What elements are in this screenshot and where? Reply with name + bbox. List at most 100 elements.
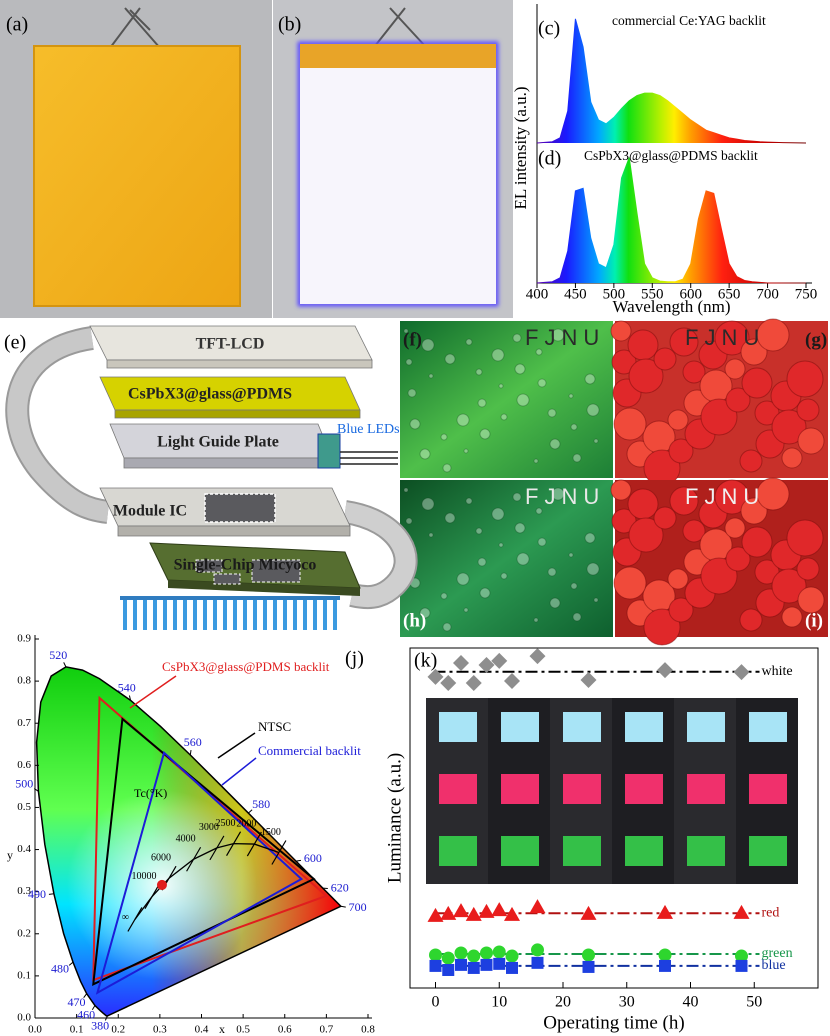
spectrum-fill [537, 19, 806, 143]
photo-caption: FJNU [685, 484, 765, 509]
panel-label: (a) [6, 14, 28, 36]
y-axis-label: EL intensity (a.u.) [511, 86, 530, 209]
x-tick-label: 0 [432, 994, 440, 1011]
white-point [157, 880, 167, 890]
x-tick-label: 50 [746, 994, 762, 1011]
inset-screen [749, 712, 787, 742]
orange-strip [300, 44, 496, 68]
series-label: blue [762, 958, 786, 973]
wavelength-label: 560 [184, 735, 202, 749]
layer-label: TFT-LCD [196, 336, 265, 353]
marker [467, 950, 480, 963]
wavelength-label: 620 [331, 881, 349, 895]
droplet [420, 449, 430, 459]
x-tick-label: 0.8 [361, 1024, 375, 1036]
droplet [443, 464, 451, 472]
marker [453, 903, 469, 917]
chip [205, 494, 275, 522]
marker [506, 962, 518, 974]
cct-label: 6000 [151, 852, 171, 863]
x-tick-label: 0.4 [195, 1024, 209, 1036]
droplet [464, 608, 468, 612]
y-tick-label: 0.0 [17, 1012, 31, 1024]
marker [583, 961, 595, 973]
leader-line [218, 733, 255, 758]
layer-edge [107, 360, 372, 368]
droplet [499, 384, 503, 388]
droplet [480, 429, 490, 439]
wavelength-label: 580 [252, 797, 270, 811]
droplet [476, 369, 482, 375]
layer-label: Module IC [113, 503, 187, 520]
cct-label: 10000 [131, 871, 156, 882]
marker [530, 899, 546, 913]
x-tick-label: 10 [491, 994, 507, 1011]
droplet [550, 598, 560, 608]
marker [479, 657, 495, 673]
wavelength-tick [64, 662, 66, 666]
series-label: red [762, 905, 780, 920]
marker [734, 905, 750, 919]
fruit [725, 518, 745, 538]
layer-label: Light Guide Plate [157, 434, 279, 451]
marker [429, 949, 442, 962]
yellow-panel [34, 46, 240, 306]
fruit [725, 359, 745, 379]
led-block [318, 434, 340, 468]
panel-label: (k) [414, 650, 437, 672]
droplet [513, 334, 521, 342]
droplet [573, 613, 581, 621]
droplet [480, 588, 490, 598]
marker [455, 959, 467, 971]
fruit [654, 507, 676, 529]
marker [442, 964, 454, 976]
fruit [782, 448, 802, 468]
y-tick-label: 0.5 [17, 801, 31, 813]
wavelength-label: 460 [77, 1007, 95, 1021]
droplet [538, 379, 546, 387]
inset-screen [563, 712, 601, 742]
chip [214, 574, 240, 584]
led-label: Blue LEDs [337, 422, 400, 437]
inset-screen [625, 712, 663, 742]
panel-label: (b) [278, 14, 301, 36]
series-label: white [762, 664, 793, 679]
wavelength-tick [341, 906, 346, 907]
inset-screen [439, 774, 477, 804]
marker [453, 655, 469, 671]
page: (a)(b)FJNU(f)FJNU(g)FJNU(h)FJNU(i)(e)TFT… [0, 0, 830, 1036]
droplet [513, 493, 521, 501]
marker [530, 648, 546, 664]
droplet [464, 449, 468, 453]
droplet [594, 439, 598, 443]
droplet [422, 339, 434, 351]
wavelength-label: 600 [304, 851, 322, 865]
gamut-label: Commercial backlit [258, 743, 361, 758]
inset-screen [439, 836, 477, 866]
fruit [611, 480, 631, 500]
x-tick-label: 450 [564, 286, 587, 302]
x-tick-label: 30 [619, 994, 635, 1011]
marker [491, 653, 507, 669]
droplet [571, 424, 577, 430]
droplet [536, 508, 542, 514]
inset-screen [749, 836, 787, 866]
inset-screen [625, 774, 663, 804]
droplet [406, 359, 412, 365]
y-tick-label: 0.7 [17, 717, 31, 729]
droplet [404, 488, 408, 492]
x-tick-label: 750 [795, 286, 818, 302]
marker [493, 945, 506, 958]
marker [581, 672, 597, 688]
droplet [466, 339, 472, 345]
inset-screen [501, 712, 539, 742]
marker [481, 959, 493, 971]
fruit [614, 567, 646, 599]
series-label: commercial Ce:YAG backlit [612, 13, 766, 28]
led-wires [340, 452, 398, 464]
fruit [798, 587, 824, 613]
marker [506, 950, 519, 963]
droplet [443, 623, 451, 631]
inset-screen [439, 712, 477, 742]
cct-label: 1500 [261, 827, 281, 838]
